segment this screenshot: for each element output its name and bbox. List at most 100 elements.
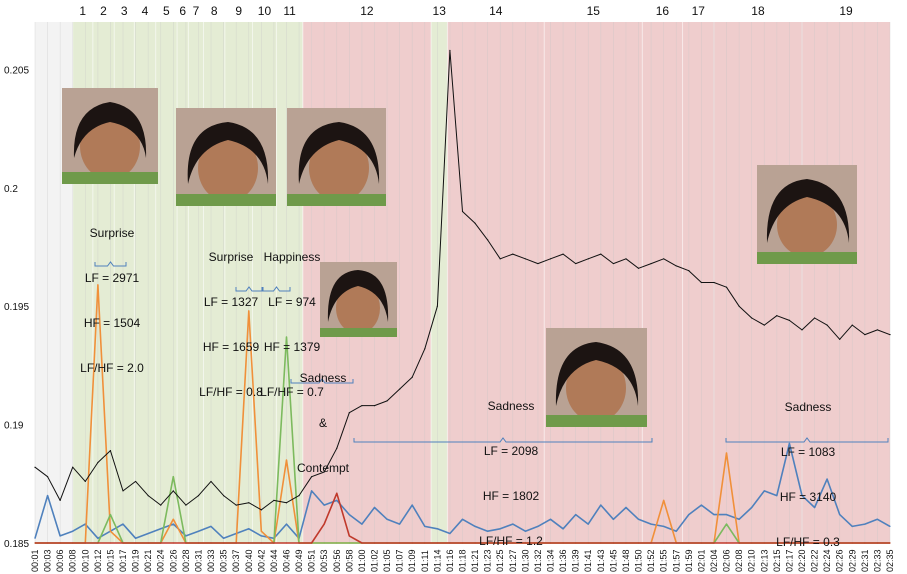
data-point-black-ratio xyxy=(84,480,86,483)
data-point-blue xyxy=(373,506,376,509)
x-tick-label: 00:53 xyxy=(319,549,329,572)
data-point-blue xyxy=(763,490,765,492)
annotation-line: LF/HF = 0.3 xyxy=(776,535,840,549)
face-photo-1 xyxy=(62,88,158,184)
segment-label: 3 xyxy=(121,4,128,18)
data-point-blue xyxy=(223,537,225,539)
data-point-green xyxy=(109,513,112,516)
data-point-red xyxy=(373,542,376,544)
segment-label: 12 xyxy=(360,4,374,18)
data-point-red xyxy=(461,542,464,544)
data-point-blue xyxy=(248,528,250,530)
data-point-red xyxy=(763,542,765,544)
data-point-blue xyxy=(801,495,803,497)
data-point-orange xyxy=(260,530,262,532)
x-tick-label: 01:59 xyxy=(684,549,694,572)
x-tick-label: 01:09 xyxy=(407,549,417,572)
annotation-bracket xyxy=(94,261,127,267)
data-point-red xyxy=(713,542,715,544)
data-point-red xyxy=(801,542,803,544)
data-point-black-ratio xyxy=(801,329,803,331)
x-tick-label: 01:55 xyxy=(659,549,669,572)
segment-label: 17 xyxy=(692,4,706,18)
data-point-blue xyxy=(499,528,501,530)
data-point-blue xyxy=(160,528,162,530)
annotation-line: HF = 1802 xyxy=(482,489,540,503)
annotation-line: HF = 1659 xyxy=(202,340,260,354)
x-tick-label: 02:20 xyxy=(797,549,807,572)
data-point-black-ratio xyxy=(650,262,652,265)
data-point-red xyxy=(876,542,879,544)
x-tick-label: 00:19 xyxy=(131,549,141,572)
data-point-blue xyxy=(549,518,552,520)
annotation-line: LF/HF = 2.0 xyxy=(80,361,144,375)
annotation-line: Surprise xyxy=(89,226,135,240)
data-point-black-ratio xyxy=(260,509,262,511)
x-tick-label: 00:58 xyxy=(344,549,354,572)
annotation-line: LF = 1083 xyxy=(780,445,836,459)
data-point-red xyxy=(524,542,526,544)
data-point-blue xyxy=(147,532,149,535)
x-tick-label: 00:46 xyxy=(281,549,291,572)
x-tick-label: 00:03 xyxy=(43,549,53,572)
data-point-red xyxy=(147,542,149,544)
data-point-red xyxy=(637,542,640,544)
data-point-black-ratio xyxy=(197,495,200,497)
data-point-red xyxy=(562,542,564,544)
annotation-sadness-2: Sadness LF = 1083 HF = 3140 LF/HF = 0.3 xyxy=(765,370,851,565)
data-point-red xyxy=(826,542,828,544)
data-point-blue xyxy=(336,499,338,501)
data-point-red xyxy=(889,542,891,544)
x-tick-label: 00:24 xyxy=(156,549,166,572)
data-point-orange xyxy=(725,452,728,454)
data-point-black-ratio xyxy=(499,258,501,260)
data-point-red xyxy=(499,542,501,544)
x-tick-label: 00:01 xyxy=(30,549,40,572)
data-point-black-ratio xyxy=(46,476,49,478)
x-tick-label: 00:12 xyxy=(93,549,103,572)
x-tick-label: 02:22 xyxy=(810,549,820,572)
annotation-line: Sadness xyxy=(299,371,347,385)
segment-label: 14 xyxy=(489,4,503,18)
data-point-red xyxy=(122,542,124,544)
data-point-black-ratio xyxy=(487,239,489,241)
data-point-red xyxy=(625,542,627,544)
data-point-black-ratio xyxy=(549,258,552,260)
data-point-black-ratio xyxy=(600,253,602,255)
data-point-black-ratio xyxy=(839,338,841,340)
data-point-black-ratio xyxy=(826,324,828,326)
data-point-blue xyxy=(839,513,841,516)
x-tick-label: 01:45 xyxy=(608,549,618,572)
x-tick-label: 02:15 xyxy=(772,549,782,572)
annotation-sadness-1: Sadness LF = 2098 HF = 1802 LF/HF = 1.2 xyxy=(468,369,554,564)
data-point-red xyxy=(97,542,99,544)
data-point-red xyxy=(549,542,552,544)
data-point-red xyxy=(612,542,614,544)
data-point-red xyxy=(738,542,740,544)
segment-label: 4 xyxy=(142,4,149,18)
y-tick-label: 0.19 xyxy=(4,421,24,432)
data-point-black-ratio xyxy=(223,495,225,497)
data-point-green xyxy=(323,542,325,544)
segment-band xyxy=(155,22,178,543)
data-point-blue xyxy=(172,523,174,525)
data-point-black-ratio xyxy=(738,305,740,307)
x-tick-label: 00:44 xyxy=(269,549,279,572)
annotation-line: Happiness xyxy=(263,250,321,264)
x-tick-label: 01:05 xyxy=(382,549,392,572)
x-tick-label: 01:52 xyxy=(646,549,656,572)
x-tick-label: 02:10 xyxy=(747,549,757,572)
data-point-red xyxy=(172,542,174,544)
annotation-line: Sadness xyxy=(487,399,535,413)
x-tick-label: 00:08 xyxy=(68,549,78,572)
data-point-black-ratio xyxy=(575,262,577,265)
annotation-line: Surprise xyxy=(208,250,254,264)
data-point-red xyxy=(851,542,853,544)
x-tick-label: 02:35 xyxy=(885,549,895,572)
data-point-red xyxy=(839,542,841,544)
data-point-blue xyxy=(725,513,728,516)
data-point-red xyxy=(46,542,49,544)
x-tick-label: 01:16 xyxy=(445,549,455,572)
data-point-black-ratio xyxy=(399,388,401,390)
data-point-black-ratio xyxy=(512,253,514,255)
